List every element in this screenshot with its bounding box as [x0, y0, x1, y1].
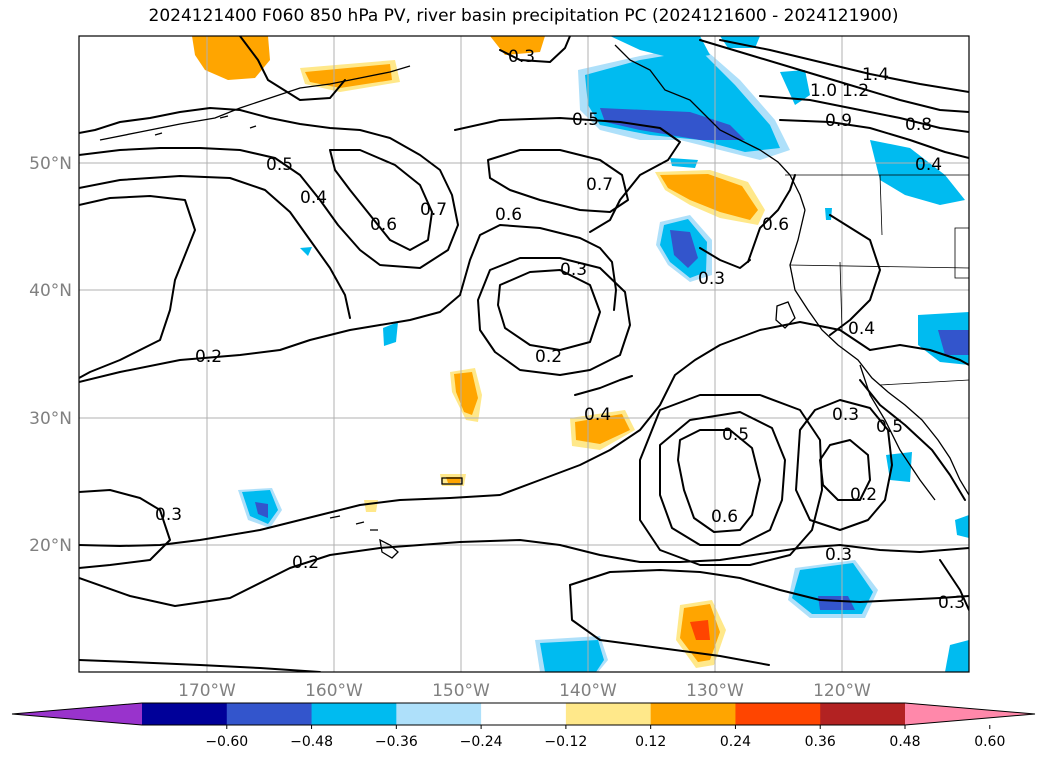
- contour-label: 1.0: [810, 81, 837, 101]
- colorbar-tick-label: −0.60: [205, 734, 248, 750]
- map-title: 2024121400 F060 850 hPa PV, river basin …: [148, 6, 899, 26]
- colorbar-segment: [396, 703, 482, 725]
- colorbar-segment: [565, 703, 652, 725]
- contour-label: 0.8: [905, 115, 932, 135]
- contour-label: 1.4: [862, 65, 889, 85]
- contour-label: 0.3: [508, 47, 535, 67]
- lat-label: 30°N: [29, 409, 72, 429]
- contour-label: 0.7: [586, 175, 613, 195]
- colorbar-tick-label: 0.12: [635, 734, 666, 750]
- contour-label: 0.6: [711, 507, 738, 527]
- contour-label: 0.6: [495, 205, 522, 225]
- contour-label: 0.6: [370, 215, 397, 235]
- contour-label: 0.3: [832, 405, 859, 425]
- colorbar-tick-label: 0.48: [889, 734, 920, 750]
- colorbar-segment: [820, 703, 906, 725]
- lon-label: 120°W: [813, 681, 871, 701]
- colorbar-tick-label: 0.60: [974, 734, 1005, 750]
- lat-label: 40°N: [29, 281, 72, 301]
- colorbar-extend-high: [905, 703, 1035, 725]
- contour-label: 0.5: [876, 417, 903, 437]
- contour-label: 0.4: [584, 405, 611, 425]
- precip-shading: [192, 36, 969, 672]
- latitude-labels: 50°N 40°N 30°N 20°N: [29, 154, 72, 556]
- contour-label: 0.5: [722, 425, 749, 445]
- colorbar: −0.60 −0.48 −0.36 −0.24 −0.12 0.12 0.24 0.36 0.4…: [11, 702, 1036, 750]
- contour-label: 0.3: [825, 545, 852, 565]
- lat-label: 20°N: [29, 536, 72, 556]
- contour-label: 0.2: [850, 485, 877, 505]
- pv-contours: [79, 36, 969, 672]
- map-frame: [78, 35, 970, 673]
- colorbar-extend-low: [12, 703, 142, 725]
- colorbar-tick-label: 0.24: [720, 734, 751, 750]
- colorbar-segment: [481, 703, 567, 725]
- contour-label: 0.3: [698, 269, 725, 289]
- contour-label: 0.5: [266, 155, 293, 175]
- lon-label: 140°W: [559, 681, 617, 701]
- colorbar-tick-label: −0.24: [460, 734, 503, 750]
- contour-labels: 0.3 1.4 1.2 1.0 0.5 0.9 0.8 0.4 0.5 0.4 …: [155, 47, 965, 613]
- colorbar-tick-label: −0.36: [375, 734, 418, 750]
- colorbar-segment: [142, 703, 228, 725]
- contour-label: 0.4: [300, 188, 327, 208]
- contour-label: 0.3: [938, 593, 965, 613]
- contour-label: 1.2: [842, 81, 869, 101]
- colorbar-segment: [650, 703, 736, 725]
- colorbar-outline: [11, 702, 1036, 726]
- contour-label: 0.4: [848, 319, 875, 339]
- graticule: [79, 36, 969, 672]
- contour-label: 0.3: [155, 505, 182, 525]
- lon-label: 170°W: [178, 681, 236, 701]
- contour-label: 0.2: [195, 347, 222, 367]
- contour-label: 0.2: [535, 347, 562, 367]
- colorbar-segment: [735, 703, 821, 725]
- longitude-labels: 170°W 160°W 150°W 140°W 130°W 120°W: [178, 681, 871, 701]
- colorbar-tick-label: 0.36: [805, 734, 836, 750]
- lat-label: 50°N: [29, 154, 72, 174]
- lon-label: 160°W: [305, 681, 363, 701]
- contour-label: 0.9: [825, 111, 852, 131]
- colorbar-tick-label: −0.48: [290, 734, 333, 750]
- colorbar-segment: [226, 703, 313, 725]
- contour-label: 0.5: [572, 110, 599, 130]
- colorbar-segment: [311, 703, 397, 725]
- lon-label: 150°W: [432, 681, 490, 701]
- colorbar-tick-label: −0.12: [544, 734, 587, 750]
- lon-label: 130°W: [686, 681, 744, 701]
- contour-label: 0.6: [762, 215, 789, 235]
- contour-label: 0.7: [420, 200, 447, 220]
- contour-label: 0.3: [560, 260, 587, 280]
- contour-label: 0.2: [292, 553, 319, 573]
- contour-label: 0.4: [915, 155, 942, 175]
